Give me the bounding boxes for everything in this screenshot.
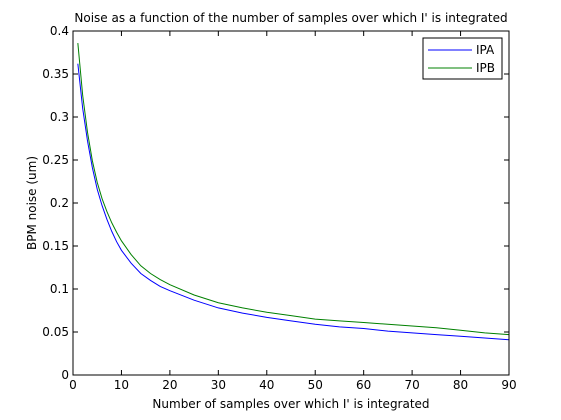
y-tick-label: 0 <box>61 368 69 382</box>
y-tick-label: 0.3 <box>50 110 69 124</box>
x-tick-label: 30 <box>211 378 226 392</box>
x-tick-label: 0 <box>69 378 77 392</box>
y-tick-label: 0.35 <box>42 67 69 81</box>
axes-box <box>72 30 510 376</box>
legend-box <box>422 37 503 80</box>
x-tick-label: 60 <box>356 378 371 392</box>
series-line-ipb <box>77 42 510 336</box>
x-tick-labels: 0 10 20 30 40 50 60 70 80 90 <box>69 378 516 392</box>
series-line-ipa <box>77 63 510 341</box>
x-tick-label: 50 <box>308 378 323 392</box>
x-tick-label: 70 <box>404 378 419 392</box>
chart-title: Noise as a function of the number of sam… <box>74 11 507 25</box>
x-tick-label: 80 <box>453 378 468 392</box>
x-tick-label: 10 <box>114 378 129 392</box>
y-tick-label: 0.05 <box>42 325 69 339</box>
x-tick-label: 40 <box>259 378 274 392</box>
x-axis-label: Number of samples over which I' is integ… <box>152 397 429 411</box>
axes-background <box>73 31 509 375</box>
y-tick-label: 0.2 <box>50 196 69 210</box>
y-tick-label: 0.1 <box>50 282 69 296</box>
y-tick-label: 0.25 <box>42 153 69 167</box>
x-tick-label: 20 <box>162 378 177 392</box>
legend-label-ipa: IPA <box>476 43 495 57</box>
legend: IPA IPB <box>422 37 503 80</box>
y-tick-labels: 0 0.05 0.1 0.15 0.2 0.25 0.3 0.35 0.4 <box>42 24 69 382</box>
y-tick-label: 0.15 <box>42 239 69 253</box>
x-tick-label: 90 <box>501 378 516 392</box>
series-layer <box>77 42 510 341</box>
y-tick-label: 0.4 <box>50 24 69 38</box>
legend-label-ipb: IPB <box>476 61 495 75</box>
y-axis-label: BPM noise (um) <box>25 156 39 250</box>
